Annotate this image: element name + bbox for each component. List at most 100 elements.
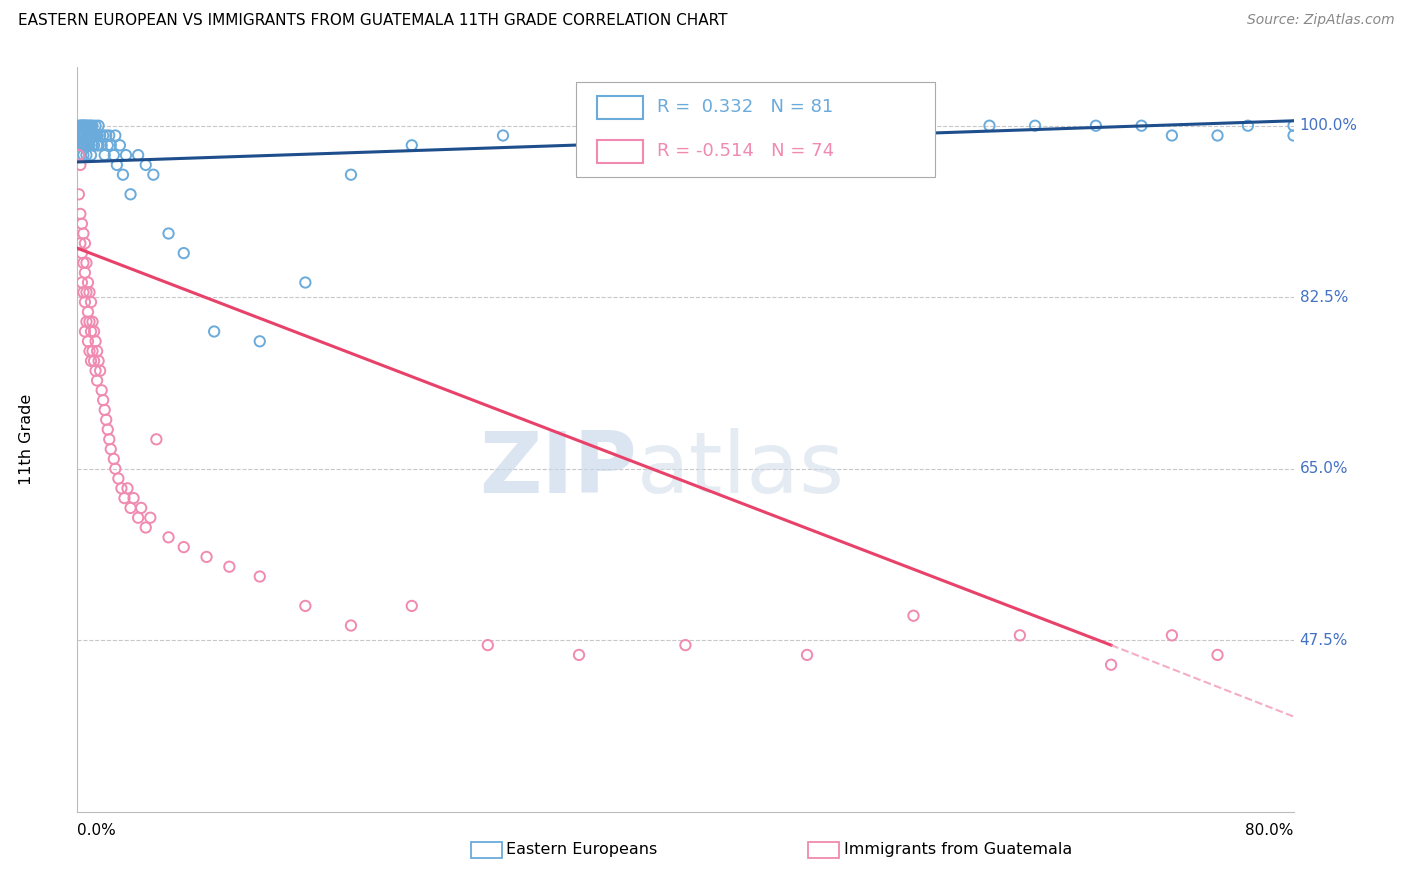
Point [84, 128, 107, 143]
Point [73, 119, 96, 133]
Point [827, 119, 849, 133]
Point [1008, 628, 1031, 642]
Point [340, 618, 363, 632]
Point [73, 295, 96, 310]
Point [1206, 128, 1229, 143]
Point [69, 158, 91, 172]
Point [80, 148, 103, 162]
Point [1237, 119, 1260, 133]
Point [80, 119, 103, 133]
Point [86, 344, 108, 359]
Point [75, 138, 97, 153]
Point [73, 128, 96, 143]
Point [80, 354, 103, 368]
Point [70, 217, 93, 231]
Point [87, 138, 110, 153]
Point [1161, 128, 1184, 143]
Text: R = -0.514   N = 74: R = -0.514 N = 74 [658, 143, 835, 161]
Point [115, 148, 138, 162]
Point [120, 500, 142, 515]
Point [70, 276, 93, 290]
Point [87, 354, 110, 368]
Point [157, 227, 180, 241]
Text: 47.5%: 47.5% [1299, 632, 1348, 648]
Point [73, 325, 96, 339]
Point [100, 138, 122, 153]
Point [704, 128, 727, 143]
Point [104, 461, 127, 475]
Point [70, 119, 93, 133]
Point [173, 246, 195, 260]
Point [80, 295, 103, 310]
Bar [596, 95, 643, 120]
Text: R =  0.332   N = 81: R = 0.332 N = 81 [658, 98, 834, 117]
Text: ZIP: ZIP [479, 427, 637, 510]
Point [82, 128, 104, 143]
Point [135, 520, 157, 534]
Point [249, 569, 271, 583]
Point [75, 119, 97, 133]
Point [103, 148, 125, 162]
Point [77, 119, 100, 133]
Point [145, 433, 167, 447]
Point [93, 403, 115, 417]
Point [82, 119, 104, 133]
Point [80, 128, 103, 143]
Point [69, 119, 91, 133]
Point [72, 285, 94, 300]
Point [67, 128, 90, 143]
Point [72, 119, 94, 133]
Point [492, 128, 515, 143]
Text: atlas: atlas [637, 427, 845, 510]
Point [91, 128, 114, 143]
Point [117, 481, 139, 495]
Point [70, 246, 93, 260]
Text: 65.0%: 65.0% [1299, 461, 1348, 476]
Point [135, 158, 157, 172]
Point [84, 364, 107, 378]
Point [98, 128, 121, 143]
Point [129, 500, 152, 515]
Point [104, 128, 127, 143]
Text: 0.0%: 0.0% [77, 823, 117, 838]
Point [139, 510, 162, 524]
Point [1024, 119, 1046, 133]
Point [1130, 119, 1153, 133]
Point [1282, 128, 1305, 143]
Point [82, 315, 104, 329]
Point [69, 128, 91, 143]
Point [107, 471, 129, 485]
Point [75, 148, 97, 162]
Point [100, 442, 122, 456]
Point [401, 138, 423, 153]
Text: EASTERN EUROPEAN VS IMMIGRANTS FROM GUATEMALA 11TH GRADE CORRELATION CHART: EASTERN EUROPEAN VS IMMIGRANTS FROM GUAT… [18, 13, 728, 29]
Text: 80.0%: 80.0% [1246, 823, 1294, 838]
Point [675, 638, 697, 652]
Point [598, 119, 620, 133]
Point [90, 138, 112, 153]
Point [77, 334, 100, 349]
Point [340, 168, 363, 182]
Point [77, 138, 100, 153]
Point [796, 648, 818, 662]
Point [70, 138, 93, 153]
FancyBboxPatch shape [576, 82, 935, 178]
Point [87, 119, 110, 133]
Point [79, 119, 101, 133]
Point [157, 530, 180, 544]
Point [89, 364, 111, 378]
Point [70, 119, 93, 133]
Point [1084, 119, 1107, 133]
Point [79, 285, 101, 300]
Point [79, 344, 101, 359]
Point [79, 315, 101, 329]
Point [96, 128, 118, 143]
Point [80, 325, 103, 339]
Point [75, 315, 97, 329]
Point [84, 334, 107, 349]
Point [82, 344, 104, 359]
Point [103, 451, 125, 466]
Point [979, 119, 1001, 133]
Point [108, 138, 131, 153]
Point [72, 128, 94, 143]
